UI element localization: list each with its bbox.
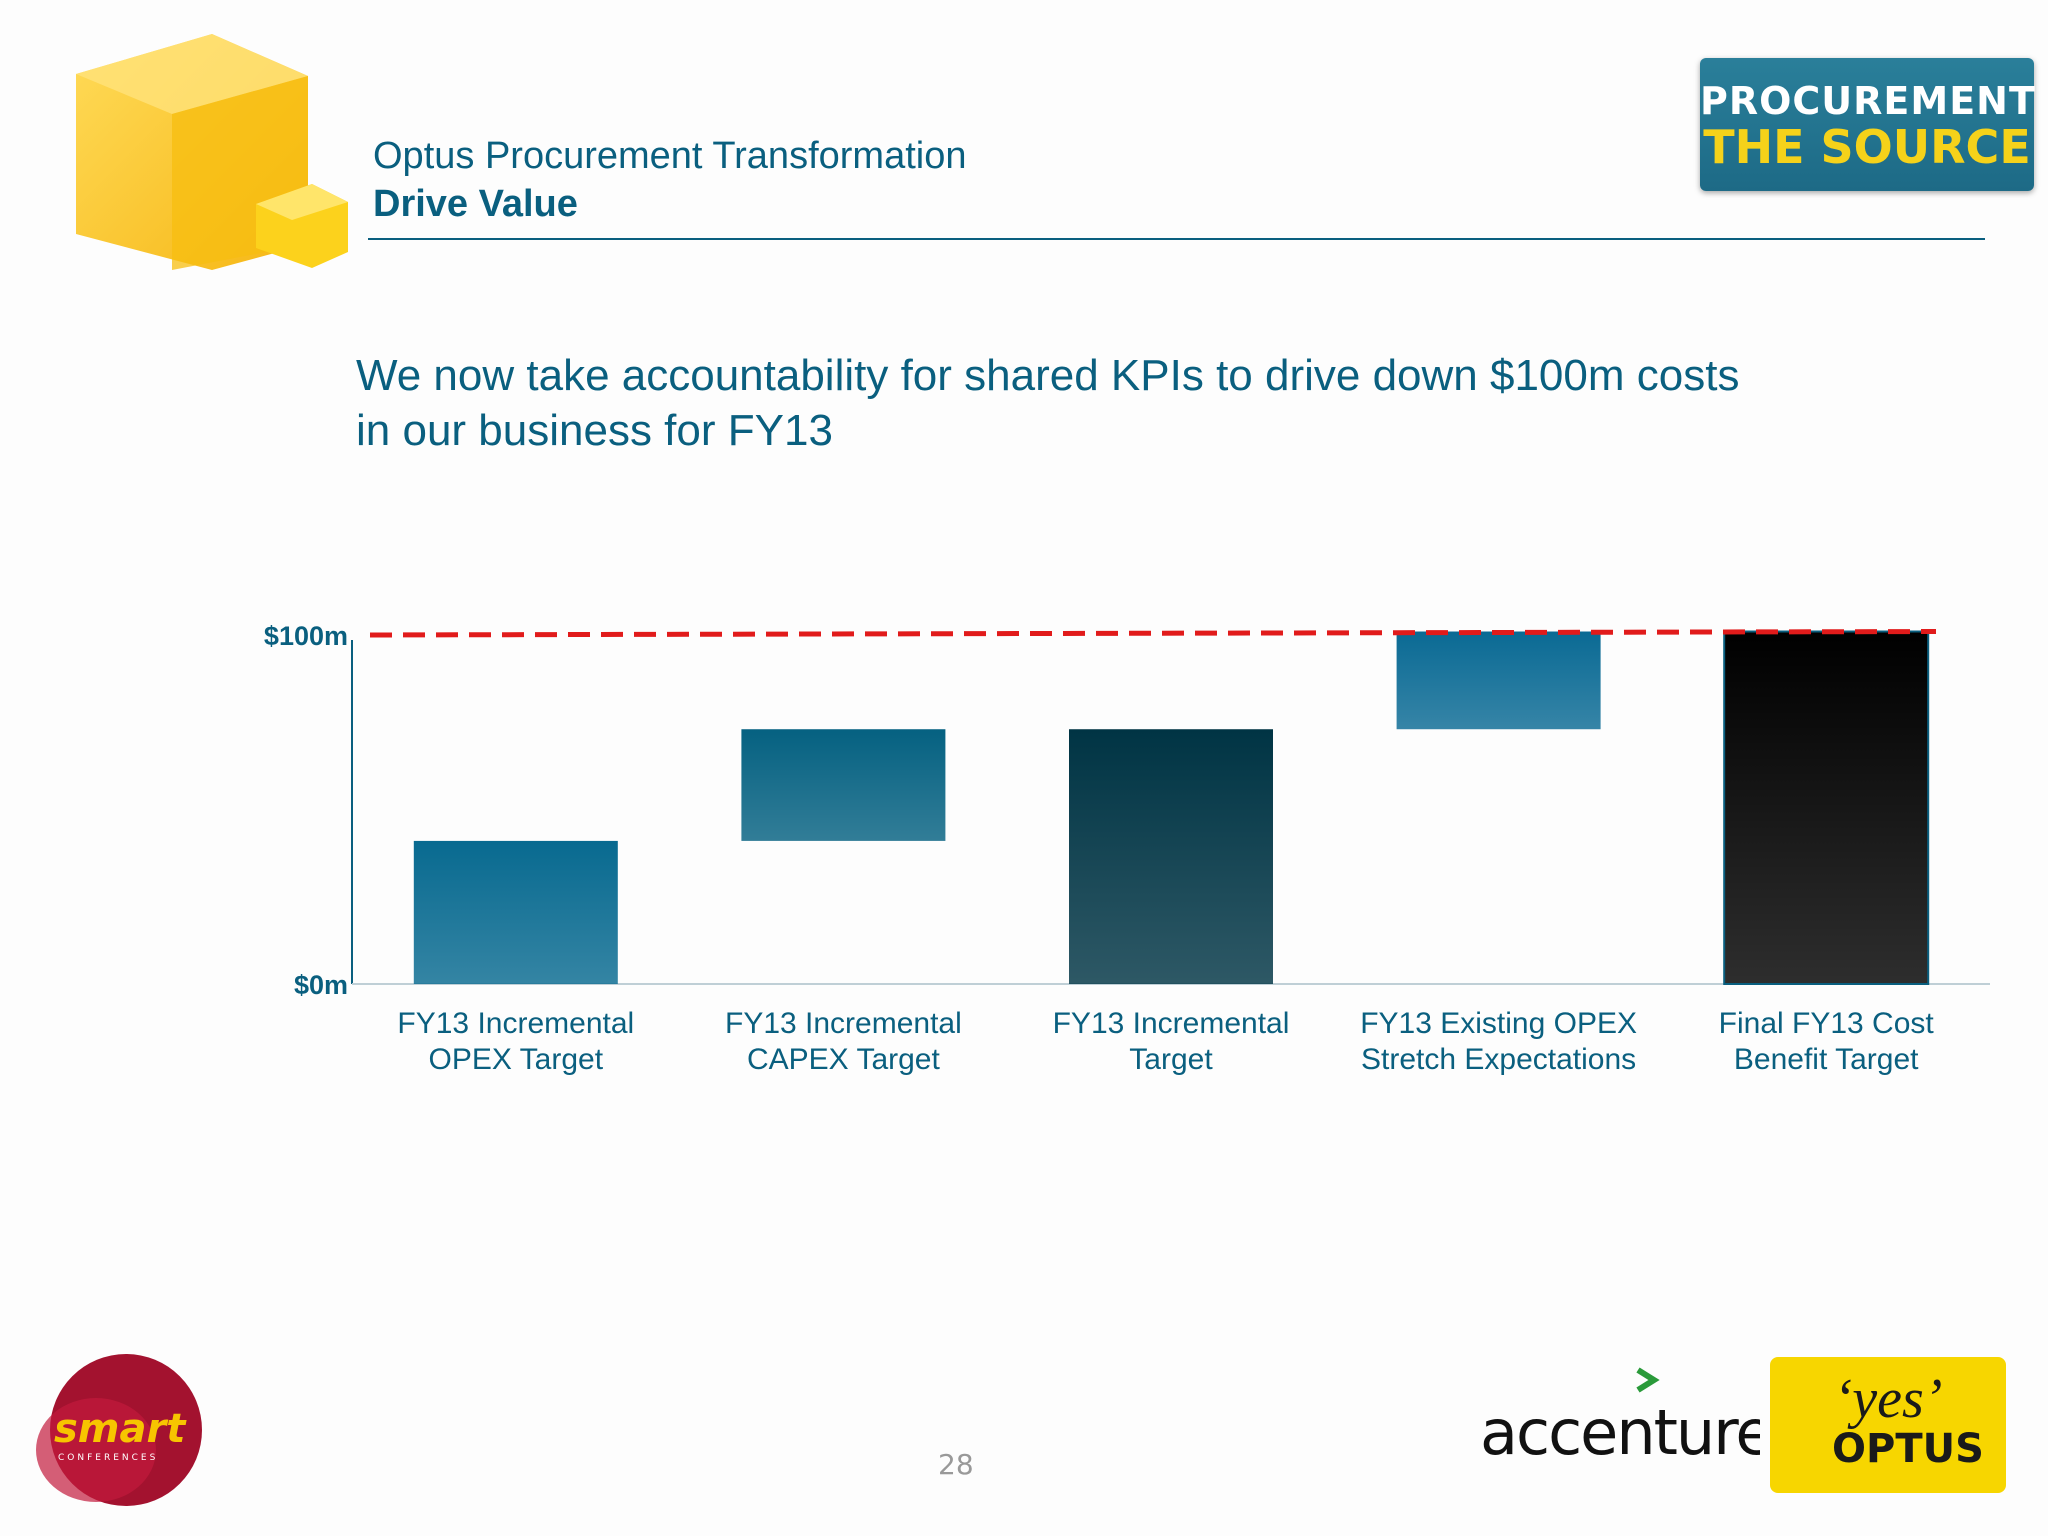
smart-logo-text: smart	[54, 1406, 187, 1452]
bar-2	[741, 729, 946, 841]
bar-4	[1396, 631, 1601, 730]
smart-conferences-logo: smart CONFERENCES	[36, 1354, 202, 1506]
bar-3	[1069, 729, 1273, 984]
x-tick-label-4: FY13 Existing OPEX Stretch Expectations	[1360, 1007, 1637, 1076]
smart-logo-subtext: CONFERENCES	[58, 1453, 158, 1463]
slide-headline: We now take accountability for shared KP…	[356, 351, 1740, 455]
procurement-the-source-badge: PROCUREMENT THE SOURCE	[1700, 58, 2036, 191]
bar-1	[413, 840, 618, 984]
accenture-logo-text: accenture	[1480, 1396, 1760, 1469]
bar-5	[1723, 630, 1930, 985]
yes-logo-text: ‘yes’	[1833, 1368, 1943, 1430]
x-tick-label-3: FY13 Incremental Target	[1053, 1007, 1290, 1076]
slide-section-title: Drive Value	[373, 183, 578, 225]
badge-line-1: PROCUREMENT	[1700, 79, 2036, 123]
y-tick-label-0: $0m	[294, 970, 348, 1000]
x-tick-label-2: FY13 Incremental CAPEX Target	[725, 1007, 962, 1076]
optus-logo-text: OPTUS	[1832, 1426, 1984, 1472]
header-divider	[368, 238, 1985, 240]
x-tick-label-1: FY13 Incremental OPEX Target	[397, 1007, 634, 1076]
target-100m-dashed-line	[369, 629, 1937, 638]
deck-title: Optus Procurement Transformation	[373, 135, 967, 177]
y-tick-label-1: $100m	[264, 621, 348, 651]
badge-line-2: THE SOURCE	[1703, 120, 2031, 174]
cube-logo	[76, 34, 348, 270]
x-tick-label-5: Final FY13 Cost Benefit Target	[1719, 1007, 1935, 1076]
accenture-logo: accenture	[1480, 1367, 1760, 1469]
yes-optus-logo: ‘yes’ OPTUS	[1770, 1357, 2006, 1493]
page-number: 28	[938, 1448, 974, 1481]
